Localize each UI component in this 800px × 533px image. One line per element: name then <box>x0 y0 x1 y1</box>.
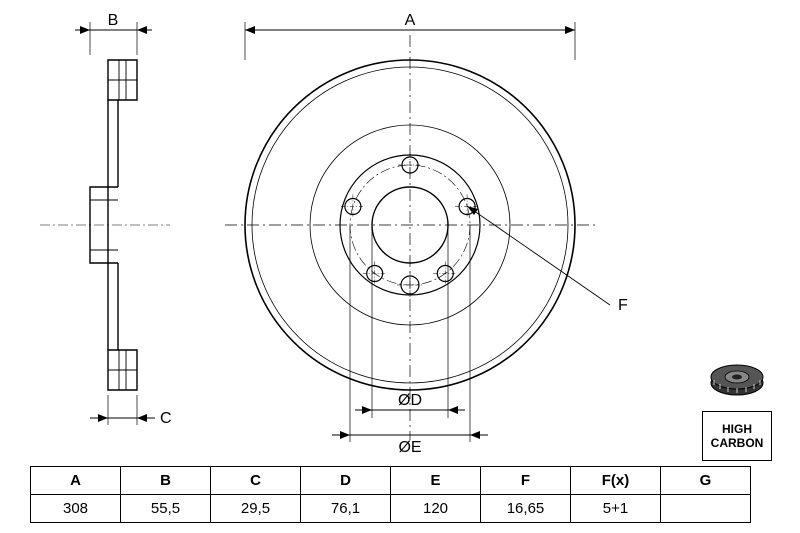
val-C: 29,5 <box>211 495 301 523</box>
high-carbon-icon <box>708 355 766 405</box>
col-B-header: B <box>121 467 211 495</box>
val-B: 55,5 <box>121 495 211 523</box>
dimensions-table: A B C D E F F(x) G 308 55,5 29,5 76,1 12… <box>30 466 751 523</box>
val-G <box>661 495 751 523</box>
col-G-header: G <box>661 467 751 495</box>
val-Fx: 5+1 <box>571 495 661 523</box>
dim-B-label: B <box>108 12 119 29</box>
table-header-row: A B C D E F F(x) G <box>31 467 751 495</box>
val-F: 16,65 <box>481 495 571 523</box>
dimension-B: B <box>75 12 152 55</box>
table-value-row: 308 55,5 29,5 76,1 120 16,65 5+1 <box>31 495 751 523</box>
val-D: 76,1 <box>301 495 391 523</box>
col-F-header: F <box>481 467 571 495</box>
drawing-area: A B C ØD ØE F <box>0 0 800 460</box>
col-Fx-header: F(x) <box>571 467 661 495</box>
leader-F: F <box>467 206 628 314</box>
badge-line1: HIGH <box>722 422 752 436</box>
dim-C-label: C <box>160 410 172 427</box>
dim-A-label: A <box>405 12 416 29</box>
front-view <box>225 35 595 440</box>
col-A-header: A <box>31 467 121 495</box>
high-carbon-badge: HIGH CARBON <box>702 411 772 461</box>
col-C-header: C <box>211 467 301 495</box>
val-E: 120 <box>391 495 481 523</box>
badge-line2: CARBON <box>711 436 764 450</box>
dimension-C: C <box>90 395 172 427</box>
dim-E-label: ØE <box>398 439 421 456</box>
col-E-header: E <box>391 467 481 495</box>
dim-D-label: ØD <box>398 392 422 409</box>
side-view <box>40 60 170 390</box>
dim-F-label: F <box>618 297 628 314</box>
col-D-header: D <box>301 467 391 495</box>
technical-drawing-svg: A B C ØD ØE F <box>0 0 800 460</box>
val-A: 308 <box>31 495 121 523</box>
